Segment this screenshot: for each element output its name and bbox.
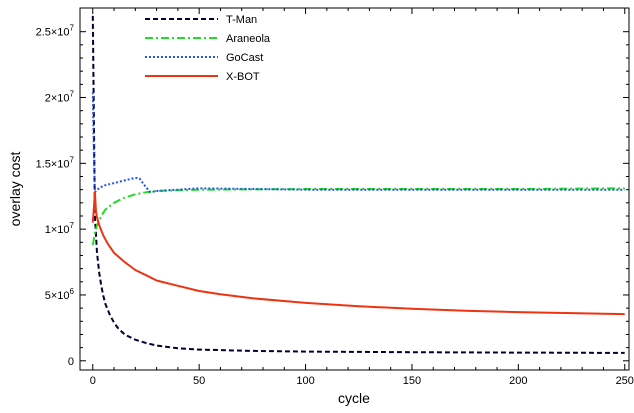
y-tick-label: 5×106 <box>45 287 75 302</box>
series-lines <box>91 15 625 354</box>
x-axis-ticks: 0 50 100 150 200 250 <box>90 8 634 387</box>
y-axis-label: overlay cost <box>7 152 23 227</box>
y-tick-label: 2.5×107 <box>36 24 75 39</box>
x-tick-label: 200 <box>509 375 527 387</box>
x-tick-label: 0 <box>90 375 96 387</box>
y-tick-exponent: 7 <box>70 155 75 164</box>
y-tick-exponent: 7 <box>70 24 75 33</box>
y-tick-mantissa: 5×10 <box>45 290 70 302</box>
legend-label: Araneola <box>226 33 271 45</box>
x-tick-label: 150 <box>403 375 421 387</box>
x-tick-label: 50 <box>193 375 205 387</box>
y-tick-mantissa: 1.5×10 <box>36 158 70 170</box>
y-tick-mantissa: 2×10 <box>45 93 70 105</box>
legend-label: X-BOT <box>226 71 260 83</box>
series-line-gocast <box>91 92 625 194</box>
y-tick-exponent: 7 <box>70 221 75 230</box>
y-tick-label: 2×107 <box>45 90 75 105</box>
x-axis-label: cycle <box>338 390 370 406</box>
series-line-t-man <box>91 15 625 354</box>
series-line-x-bot <box>91 191 625 316</box>
y-tick-mantissa: 2.5×10 <box>36 27 70 39</box>
legend: T-Man Araneola GoCast X-BOT <box>145 14 271 83</box>
y-tick-exponent: 7 <box>70 90 75 99</box>
x-tick-label: 100 <box>296 375 314 387</box>
series-line-araneola <box>91 187 625 246</box>
plot-frame <box>79 7 630 371</box>
y-tick-mantissa: 0 <box>68 356 74 368</box>
y-tick-label: 0 <box>68 356 74 368</box>
y-tick-label: 1.5×107 <box>36 155 75 170</box>
y-tick-exponent: 6 <box>70 287 75 296</box>
legend-label: T-Man <box>226 14 257 26</box>
y-tick-mantissa: 1×10 <box>45 224 70 236</box>
y-tick-label: 1×107 <box>45 221 75 236</box>
x-tick-label: 250 <box>616 375 634 387</box>
legend-label: GoCast <box>226 52 263 64</box>
